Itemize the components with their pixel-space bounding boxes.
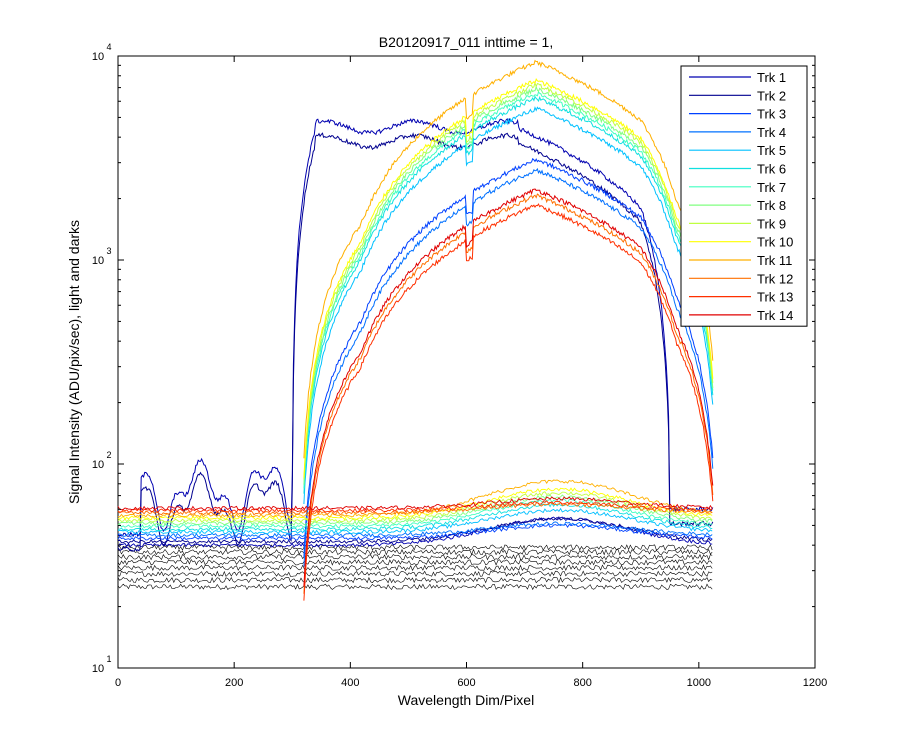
series-baseline-line [117,491,713,524]
series-baseline-line [117,496,713,511]
legend-label: Trk 5 [757,143,786,158]
series-line [303,106,714,505]
legend-label: Trk 4 [757,125,786,140]
legend-label: Trk 13 [757,290,793,305]
dark-frame-line [117,544,713,551]
series-line [303,59,714,459]
series-line [303,188,714,587]
dark-frame-line [117,570,713,577]
dark-frame-line [117,548,713,556]
dark-frame-line [117,583,713,591]
series-line [303,85,714,485]
series-line [303,81,714,480]
chart-title: B20120917_011 inttime = 1, [379,34,554,50]
series-baseline-line [117,498,713,529]
series-line [117,117,714,538]
legend-label: Trk 10 [757,235,793,250]
y-tick-exponent: 4 [106,42,111,52]
legend-label: Trk 12 [757,271,793,286]
legend-label: Trk 6 [757,162,786,177]
x-tick-label: 400 [341,677,359,689]
series-baseline-line [117,521,713,538]
dark-frame-line [117,558,713,566]
series-baseline-line [117,479,713,518]
legend-label: Trk 9 [757,216,786,231]
series-lines-group [117,59,714,601]
x-tick-label: 0 [115,677,121,689]
legend: Trk 1 Trk 2 Trk 3 Trk 4 Trk 5 Trk 6 Trk 7 Trk 8… [680,65,808,327]
y-tick-label: 10 [92,255,104,267]
y-tick-label: 10 [92,663,104,675]
series-baseline-line [117,523,713,542]
series-baseline-line [117,487,713,521]
y-axis-label: Signal Intensity (ADU/pix/sec), light an… [66,220,82,504]
dark-frame-line [117,553,713,561]
legend-label: Trk 8 [757,198,786,213]
legend-label: Trk 14 [757,308,793,323]
series-line [117,132,714,552]
x-axis-label: Wavelength Dim/Pixel [398,692,534,708]
series-baseline-line [117,494,713,526]
y-tick-exponent: 3 [106,246,111,256]
x-tick-label: 1200 [803,677,827,689]
series-baseline-line [117,516,713,545]
series-line [303,167,714,567]
legend-box [680,65,808,327]
series-line [303,91,714,489]
series-line [303,203,714,601]
y-tick-label: 10 [92,51,104,63]
legend-label: Trk 7 [757,180,786,195]
series-line [303,95,714,494]
dark-frame-line [117,564,713,572]
series-line [303,193,714,594]
legend-label: Trk 3 [757,107,786,122]
legend-label: Trk 11 [757,253,792,268]
y-tick-label: 10 [92,459,104,471]
dark-frame-line [117,576,713,584]
y-tick-exponent: 1 [106,654,111,664]
x-tick-label: 200 [225,677,243,689]
legend-label: Trk 1 [757,70,786,85]
y-tick-exponent: 2 [106,450,111,460]
legend-label: Trk 2 [757,88,786,103]
series-baseline-line [117,516,713,548]
series-line [303,77,714,478]
series-line [303,157,714,558]
x-tick-label: 1000 [687,677,711,689]
x-tick-label: 600 [457,677,475,689]
series-baseline-line [117,500,713,513]
series-baseline-line [117,507,713,535]
dark-frames-group [117,544,713,591]
x-tick-label: 800 [573,677,591,689]
series-baseline-line [117,502,713,532]
